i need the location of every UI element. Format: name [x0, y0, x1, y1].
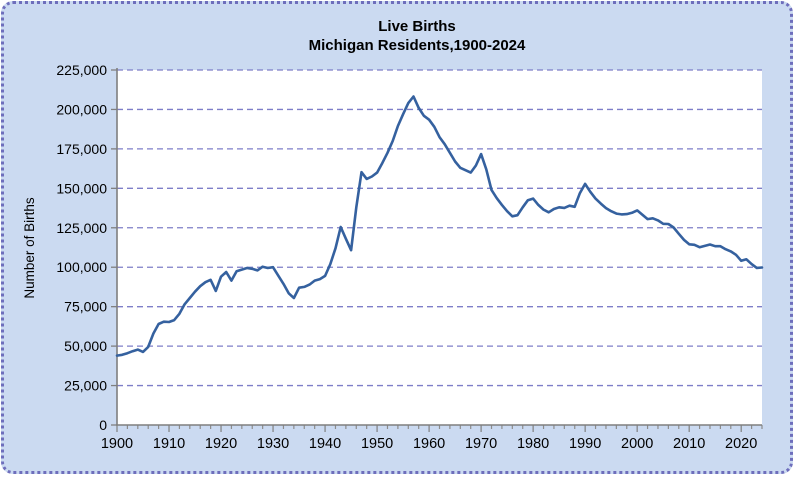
y-tick-label: 150,000 [56, 180, 107, 196]
x-tick-label: 1920 [205, 436, 237, 452]
y-tick-label: 75,000 [64, 299, 107, 315]
births-line-chart: 0 25,000 50,000 75,000 100,000 125,000 150,000… [56, 62, 764, 452]
x-tick-label: 1930 [257, 436, 289, 452]
x-tick-label: 1910 [153, 436, 185, 452]
y-tick-label: 0 [99, 417, 107, 433]
chart-title: Live Births Michigan Residents,1900-2024 [117, 17, 717, 55]
plot-area [117, 70, 762, 425]
x-tick-label: 1980 [517, 436, 549, 452]
x-tick-label: 1960 [413, 436, 445, 452]
x-tick-label: 2000 [621, 436, 653, 452]
x-tick-label: 1950 [361, 436, 393, 452]
y-tick-label: 175,000 [56, 141, 107, 157]
x-tick-label: 2010 [673, 436, 705, 452]
x-tick-label: 1970 [465, 436, 497, 452]
chart-title-line1: Live Births [378, 18, 456, 35]
x-tick-label: 1940 [309, 436, 341, 452]
births-line [115, 95, 764, 357]
y-tick-label: 100,000 [56, 259, 107, 275]
y-tick-label: 25,000 [64, 378, 107, 394]
y-tick-label: 225,000 [56, 62, 107, 78]
chart-title-line2: Michigan Residents,1900-2024 [308, 37, 526, 54]
x-tick-label: 1900 [101, 436, 133, 452]
y-tick-label: 50,000 [64, 338, 107, 354]
x-tick-label: 2020 [725, 436, 757, 452]
x-tick-label: 1990 [569, 436, 601, 452]
y-tick-label: 125,000 [56, 220, 107, 236]
y-tick-label: 200,000 [56, 101, 107, 117]
